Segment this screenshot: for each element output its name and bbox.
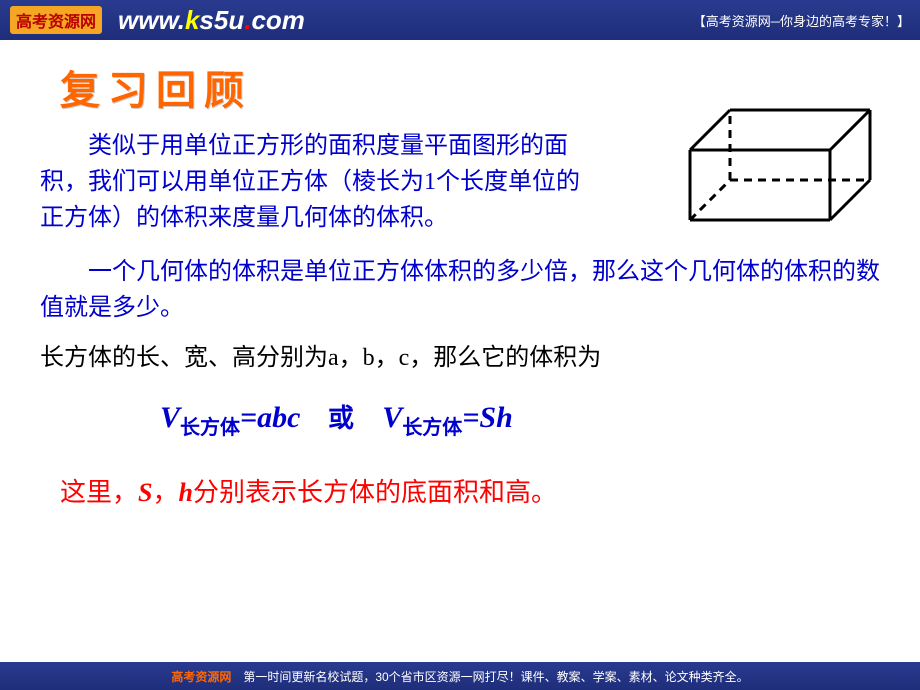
site-url: www.ks5u.com [118,5,305,36]
paragraph-2: 一个几何体的体积是单位正方体体积的多少倍，那么这个几何体的体积的数值就是多少。 [40,254,880,326]
formula-2: V长方体=Sh [382,401,512,434]
paragraph-4: 这里，S，h分别表示长方体的底面积和高。 [40,472,880,509]
footer-logo: 高考资源网 [171,668,231,685]
formula-row: V长方体=abc 或 V长方体=Sh [40,398,880,440]
header-bar: 高考资源网 www.ks5u.com 【高考资源网─你身边的高考专家！】 [0,0,920,40]
site-logo: 高考资源网 [10,6,102,34]
cuboid-diagram [680,100,880,230]
slide-content: 复习回顾 类似于用单位正方形的面积度量平面图形的面积，我们可以用单位正方体（棱长… [0,40,920,509]
tagline: 【高考资源网─你身边的高考专家！】 [693,11,910,30]
paragraph-1: 类似于用单位正方形的面积度量平面图形的面积，我们可以用单位正方体（棱长为1个长度… [40,128,580,236]
footer-bar: 高考资源网 第一时间更新名校试题，30个省市区资源一网打尽！课件、教案、学案、素… [0,662,920,690]
footer-text: 第一时间更新名校试题，30个省市区资源一网打尽！课件、教案、学案、素材、论文种类… [243,668,748,685]
or-text: 或 [328,404,354,433]
formula-1: V长方体=abc [160,401,308,434]
paragraph-3: 长方体的长、宽、高分别为a，b，c，那么它的体积为 [40,340,880,376]
